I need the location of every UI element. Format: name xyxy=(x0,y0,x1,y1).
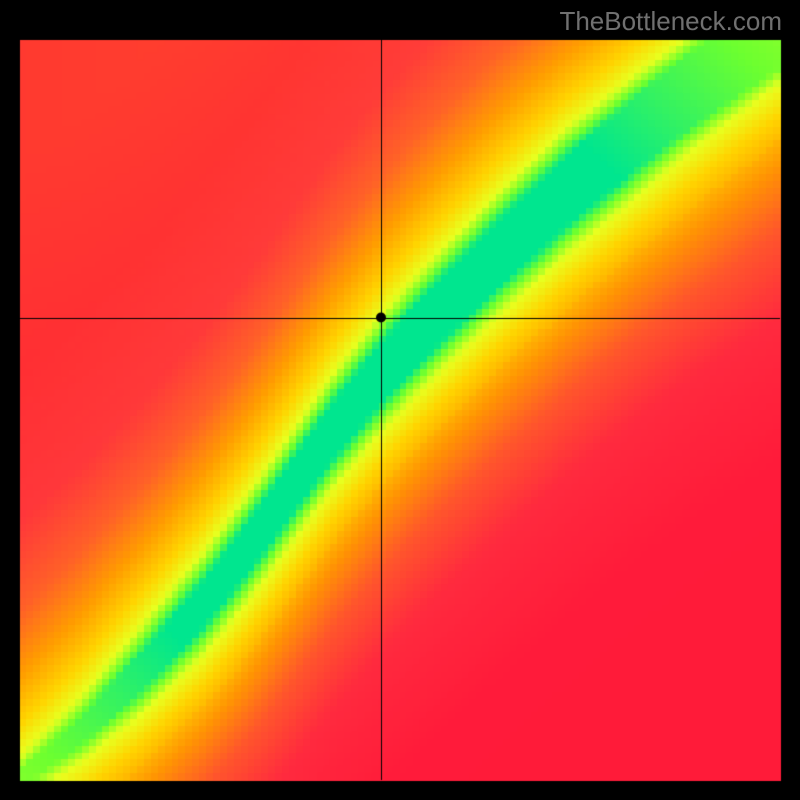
bottleneck-heatmap xyxy=(0,0,800,800)
watermark-text: TheBottleneck.com xyxy=(559,6,782,37)
